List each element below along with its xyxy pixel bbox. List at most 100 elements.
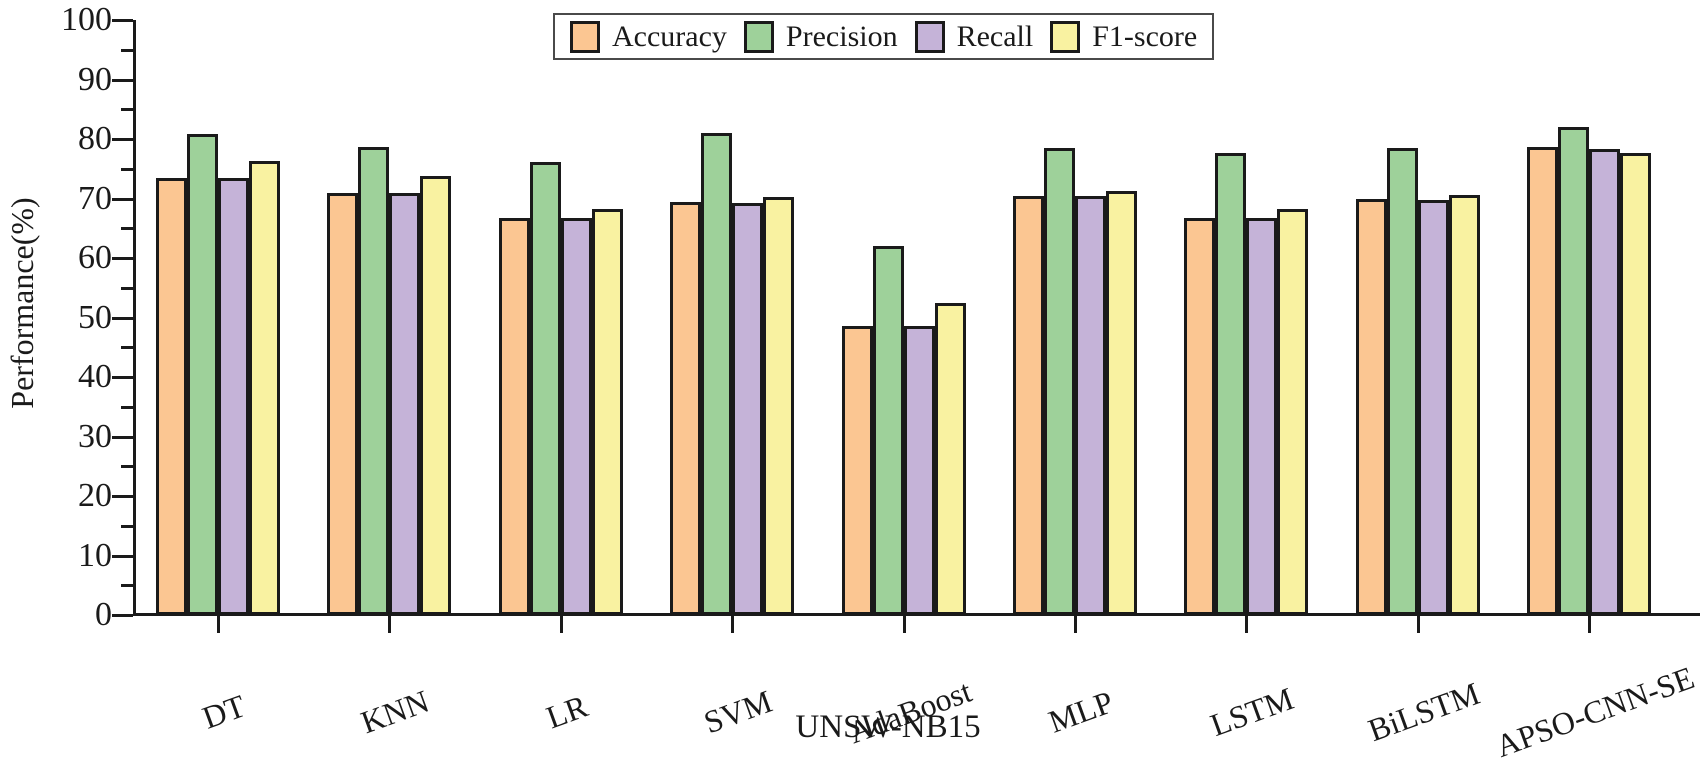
bar-precision-svm xyxy=(701,133,733,615)
bar-recall-dt xyxy=(218,178,249,615)
bar-f1-score-mlp xyxy=(1106,190,1137,615)
bar-f1-score-adaboost xyxy=(934,303,966,615)
y-major-tick xyxy=(112,376,133,379)
x-tick xyxy=(217,616,220,633)
y-tick-label: 70 xyxy=(78,179,112,217)
bar-f1-score-apso-cnn-se xyxy=(1620,152,1652,615)
bar-recall-knn xyxy=(389,192,421,615)
y-tick-label: 90 xyxy=(78,60,112,98)
y-tick-label: 60 xyxy=(78,239,112,276)
legend-swatch-f1-score xyxy=(1050,20,1081,53)
y-major-tick xyxy=(112,316,133,320)
bar-precision-dt xyxy=(187,133,218,615)
x-category-label: LR xyxy=(541,687,592,736)
y-major-tick xyxy=(112,138,133,141)
x-tick xyxy=(559,616,563,633)
y-tick-label: 100 xyxy=(61,1,112,38)
x-category-label: APSO-CNN-SE xyxy=(1491,659,1699,764)
y-tick-label: 30 xyxy=(78,417,112,455)
legend-label: Precision xyxy=(785,19,898,53)
bar-accuracy-apso-cnn-se xyxy=(1527,147,1559,615)
x-axis-title: UNSW-NB15 xyxy=(795,709,981,745)
y-tick-label: 0 xyxy=(95,596,112,633)
bar-recall-svm xyxy=(732,202,764,615)
bar-f1-score-lstm xyxy=(1277,209,1309,615)
y-minor-tick xyxy=(121,524,133,528)
y-minor-tick xyxy=(121,227,133,231)
bar-recall-adaboost xyxy=(903,326,935,615)
y-minor-tick xyxy=(121,584,133,588)
bar-accuracy-bilstm xyxy=(1355,199,1387,615)
bar-f1-score-bilstm xyxy=(1448,194,1480,615)
bar-accuracy-lr xyxy=(498,217,530,615)
y-major-tick xyxy=(112,19,133,22)
x-tick xyxy=(1588,616,1592,633)
x-tick xyxy=(388,616,392,633)
y-tick-label: 10 xyxy=(78,536,112,574)
bar-recall-lr xyxy=(560,218,592,615)
bar-f1-score-dt xyxy=(249,161,280,615)
bar-precision-apso-cnn-se xyxy=(1558,127,1590,615)
x-tick xyxy=(902,616,906,633)
y-major-tick xyxy=(112,78,133,82)
y-minor-tick xyxy=(121,48,133,52)
bar-precision-bilstm xyxy=(1386,147,1418,615)
y-major-tick xyxy=(112,257,133,260)
y-major-tick xyxy=(112,197,133,201)
legend-swatch-precision xyxy=(743,20,774,53)
y-minor-tick xyxy=(121,405,133,409)
y-minor-tick xyxy=(121,346,133,350)
x-category-label: KNN xyxy=(356,682,434,741)
y-tick-label: 80 xyxy=(78,120,112,157)
legend-swatch-recall xyxy=(914,20,945,53)
bar-accuracy-dt xyxy=(156,178,187,615)
legend-swatch-accuracy xyxy=(570,20,600,53)
bar-recall-apso-cnn-se xyxy=(1589,148,1621,615)
bar-f1-score-knn xyxy=(420,175,452,615)
legend: Accuracy Precision Recall F1-score xyxy=(553,13,1215,60)
bar-precision-knn xyxy=(358,146,390,615)
bar-f1-score-lr xyxy=(591,208,623,615)
x-tick xyxy=(1245,616,1249,633)
y-minor-tick xyxy=(121,465,133,469)
y-major-tick xyxy=(112,554,133,558)
y-axis-line xyxy=(133,20,136,616)
bar-accuracy-adaboost xyxy=(841,325,873,615)
bar-recall-mlp xyxy=(1075,196,1106,615)
legend-item: Accuracy xyxy=(570,19,727,53)
legend-label: Accuracy xyxy=(612,19,727,53)
bar-accuracy-svm xyxy=(670,202,702,615)
bar-precision-mlp xyxy=(1044,147,1075,615)
y-tick-label: 50 xyxy=(78,298,112,336)
legend-item: F1-score xyxy=(1050,19,1198,53)
y-tick-label: 40 xyxy=(78,358,112,395)
y-axis-title: Performance(%) xyxy=(4,197,40,409)
x-category-label: LSTM xyxy=(1205,680,1299,744)
bar-precision-lstm xyxy=(1215,152,1247,615)
y-major-tick xyxy=(112,435,133,439)
bar-accuracy-knn xyxy=(327,192,359,615)
bar-precision-adaboost xyxy=(872,246,904,615)
legend-label: Recall xyxy=(956,19,1034,53)
legend-item: Recall xyxy=(914,19,1034,53)
y-minor-tick xyxy=(121,286,133,290)
x-tick xyxy=(1074,616,1077,633)
legend-label: F1-score xyxy=(1092,19,1198,53)
y-tick-label: 20 xyxy=(78,477,112,514)
legend-item: Precision xyxy=(743,19,898,53)
bar-accuracy-lstm xyxy=(1184,217,1216,615)
x-tick xyxy=(731,616,735,633)
bar-recall-bilstm xyxy=(1417,199,1449,615)
y-minor-tick xyxy=(121,108,133,112)
x-tick xyxy=(1416,616,1420,633)
bar-precision-lr xyxy=(529,162,561,615)
x-category-label: DT xyxy=(197,687,251,736)
y-minor-tick xyxy=(121,167,133,171)
bar-f1-score-svm xyxy=(763,197,795,615)
y-major-tick xyxy=(112,614,133,617)
bar-accuracy-mlp xyxy=(1013,196,1044,615)
y-major-tick xyxy=(112,495,133,498)
bar-recall-lstm xyxy=(1246,218,1278,615)
x-category-label: BiLSTM xyxy=(1363,674,1485,749)
